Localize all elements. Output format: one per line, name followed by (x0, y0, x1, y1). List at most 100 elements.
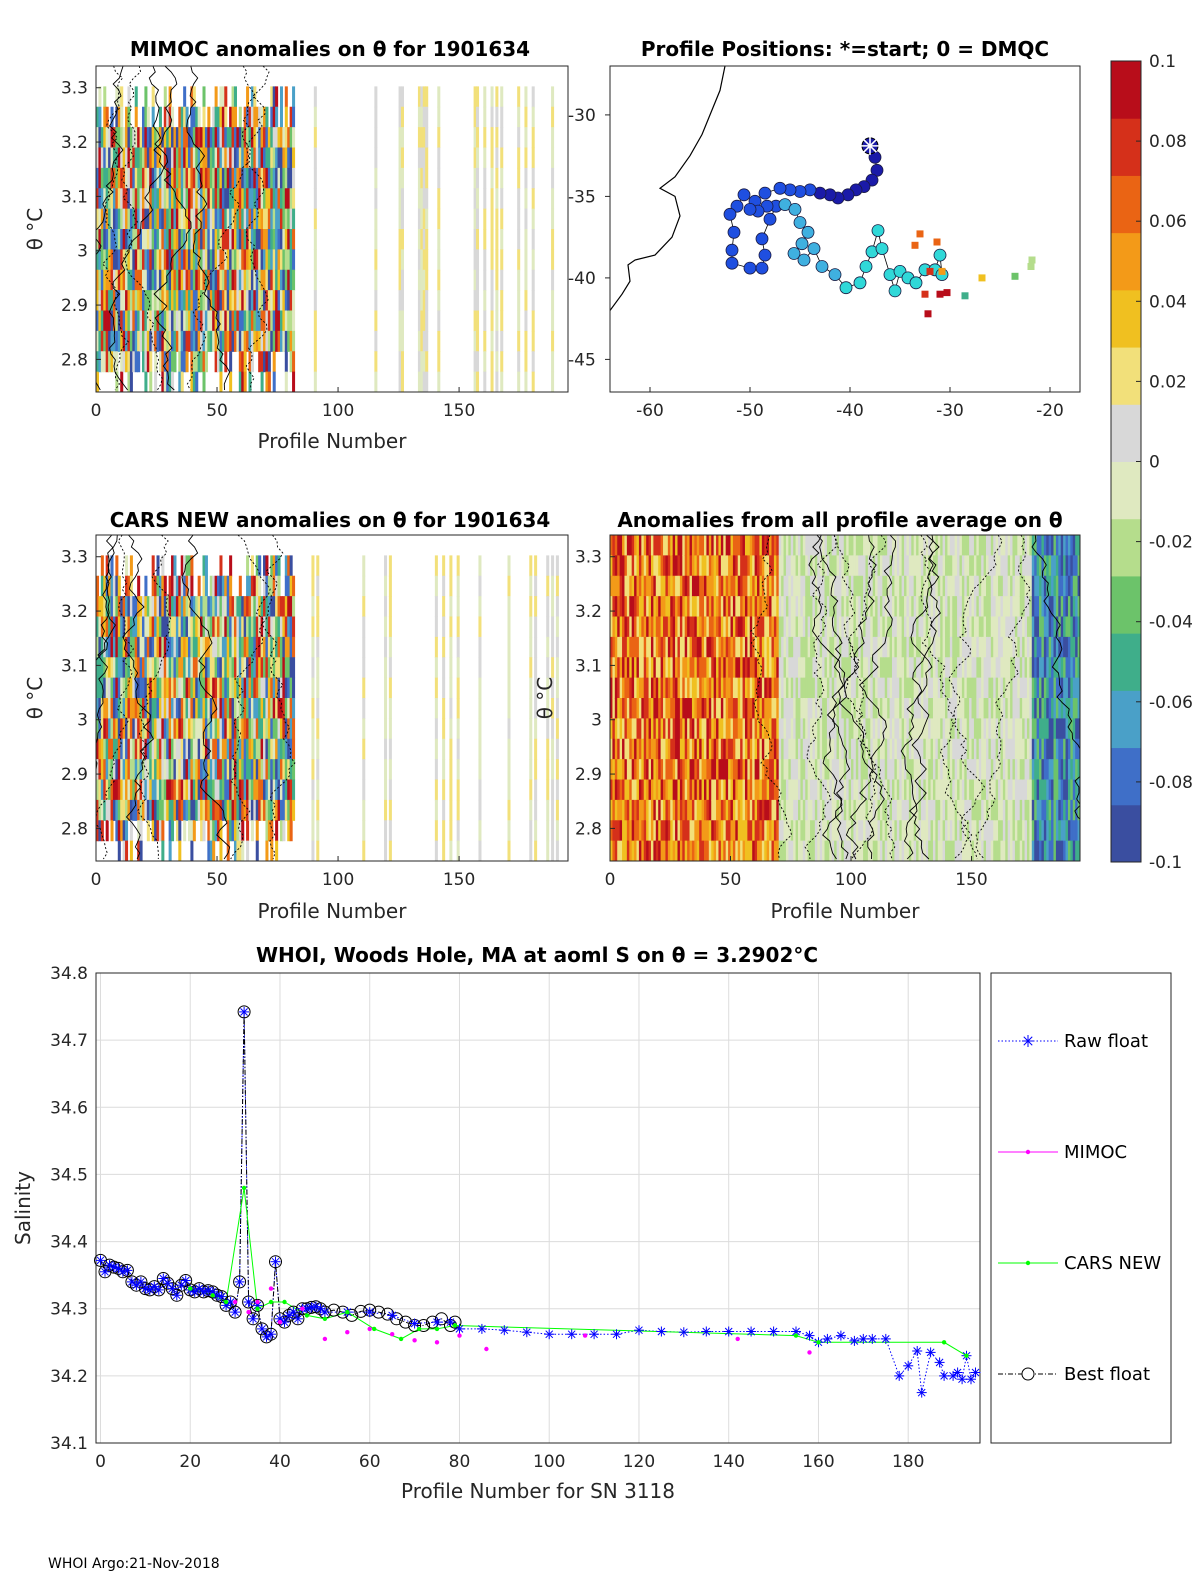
heatmap-cell (723, 657, 727, 679)
heatmap-cell (879, 820, 883, 842)
contour-line (237, 535, 296, 860)
heatmap-cell (641, 575, 645, 597)
heatmap-cell (214, 249, 218, 271)
heatmap-cell (263, 167, 267, 189)
heatmap-cell (253, 575, 257, 597)
heatmap-cell (776, 657, 780, 679)
heatmap-cell (224, 188, 228, 210)
heatmap-cell (524, 188, 528, 210)
heatmap-cell (129, 596, 133, 618)
heatmap-cell (904, 555, 908, 577)
heatmap-cell (158, 718, 162, 740)
heatmap-cell (838, 616, 842, 638)
heatmap-cell (665, 698, 669, 719)
heatmap-cell (855, 759, 859, 781)
heatmap-cell (771, 718, 775, 740)
heatmap-cell (732, 677, 736, 699)
heatmap-cell (855, 657, 859, 679)
heatmap-cell (531, 310, 535, 332)
heatmap-cell (670, 636, 674, 658)
heatmap-cell (708, 596, 712, 618)
heatmap-cell (945, 555, 949, 577)
heatmap-cell (626, 698, 630, 719)
heatmap-cell (940, 718, 944, 740)
heatmap-cell (920, 677, 924, 699)
heatmap-cell (529, 779, 533, 801)
heatmap-cell (872, 759, 876, 781)
heatmap-cell (788, 636, 792, 658)
heatmap-cell (836, 535, 840, 556)
heatmap-cell (648, 596, 652, 618)
heatmap-cell (920, 596, 924, 618)
heatmap-cell (643, 657, 647, 679)
heatmap-cell (670, 698, 674, 719)
heatmap-cell (798, 820, 802, 842)
heatmap-cell (284, 147, 288, 169)
heatmap-cell (212, 575, 216, 597)
heatmap-cell (195, 596, 199, 618)
heatmap-cell (154, 229, 158, 250)
heatmap-cell (236, 330, 240, 352)
heatmap-cell (846, 759, 850, 781)
heatmap-cell (243, 636, 247, 658)
heatmap-cell (643, 555, 647, 577)
heatmap-cell (287, 616, 291, 638)
heatmap-cell (940, 698, 944, 719)
heatmap-cell (728, 677, 732, 699)
heatmap-cell (214, 208, 218, 230)
heatmap-cell (214, 698, 218, 719)
heatmap-cell (742, 657, 746, 679)
heatmap-cell (279, 636, 283, 658)
heatmap-cell (374, 208, 378, 230)
heatmap-cell (105, 698, 109, 719)
heatmap-cell (932, 575, 936, 597)
heatmap-cell (694, 799, 698, 821)
heatmap-cell (769, 596, 773, 618)
heatmap-cell (884, 535, 888, 556)
heatmap-cell (120, 208, 124, 230)
heatmap-cell (219, 677, 223, 699)
heatmap-cell (923, 718, 927, 740)
heatmap-cell (916, 799, 920, 821)
heatmap-cell (250, 596, 254, 618)
heatmap-cell (434, 596, 438, 618)
heatmap-cell (183, 249, 187, 271)
heatmap-cell (311, 636, 315, 658)
heatmap-cell (195, 188, 199, 210)
heatmap-cell (241, 759, 245, 781)
heatmap-cell (814, 799, 818, 821)
heatmap-cell (879, 779, 883, 801)
heatmap-cell (822, 636, 826, 658)
heatmap-cell (650, 718, 654, 740)
heatmap-cell (265, 106, 269, 128)
heatmap-cell (889, 616, 893, 638)
heatmap-cell (631, 779, 635, 801)
heatmap-cell (219, 616, 223, 638)
heatmap-cell (889, 657, 893, 679)
heatmap-cell (166, 106, 170, 128)
heatmap-cell (667, 718, 671, 740)
heatmap-cell (629, 596, 633, 618)
heatmap-cell (773, 820, 777, 842)
heatmap-cell (730, 799, 734, 821)
heatmap-cell (863, 657, 867, 679)
heatmap-cell (476, 310, 480, 332)
heatmap-cell (875, 596, 879, 618)
heatmap-cell (398, 290, 402, 312)
heatmap-cell (894, 718, 898, 740)
heatmap-cell (752, 779, 756, 801)
heatmap-cell (149, 596, 153, 618)
heatmap-cell (207, 698, 211, 719)
heatmap-cell (292, 596, 296, 618)
heatmap-cell (258, 351, 262, 373)
heatmap-cell (648, 575, 652, 597)
heatmap-cell (289, 799, 293, 821)
heatmap-cell (120, 86, 124, 108)
heatmap-cell (96, 820, 100, 842)
heatmap-cell (246, 269, 250, 291)
heatmap-cell (219, 106, 223, 128)
heatmap-cell (783, 535, 787, 556)
heatmap-cell (778, 738, 782, 760)
heatmap-cell (708, 840, 712, 861)
heatmap-cell (735, 698, 739, 719)
